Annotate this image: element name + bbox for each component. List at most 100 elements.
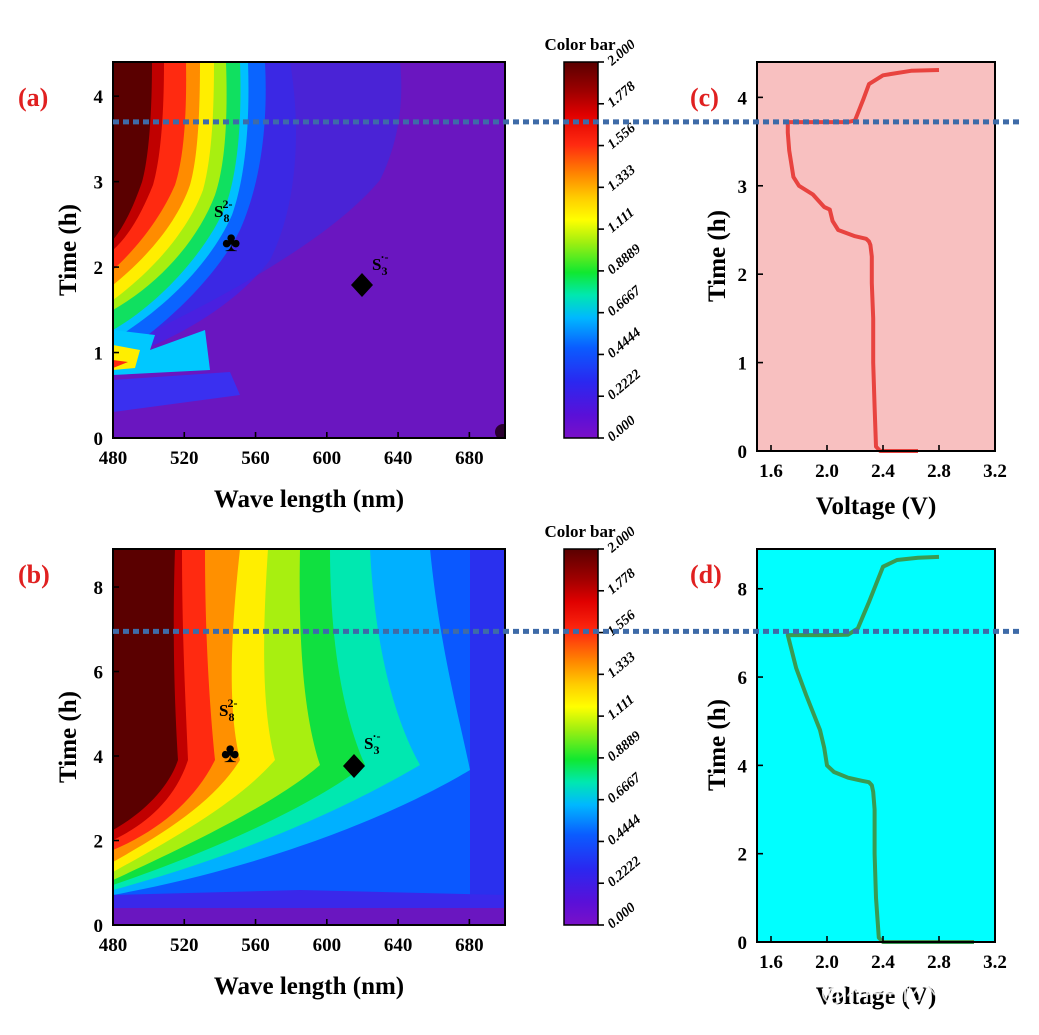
colorbar-tick-label-b-9: 0.000 <box>605 900 639 932</box>
watermark: 知乎 @科学材料站 <box>760 977 976 1007</box>
axis-ticks-c: 1.6 2.0 2.4 2.8 3.2 0 1 2 3 4 <box>738 88 1007 482</box>
y-tick-label-a-1: 1 <box>94 344 104 365</box>
y-tick-label-d-3: 6 <box>738 668 748 689</box>
y-tick-label-d-1: 2 <box>738 845 748 866</box>
x-tick-label-b-2: 560 <box>241 935 270 956</box>
colorbar-tick-label-b-7: 0.4444 <box>605 812 644 848</box>
club-marker-b: ♣ <box>221 738 239 769</box>
x-tick-label-a-5: 680 <box>455 448 484 469</box>
colorbar-tick-label-b-4: 1.111 <box>605 692 638 723</box>
panel-label-b: (b) <box>18 560 50 589</box>
x-tick-label-a-0: 480 <box>99 448 128 469</box>
colorbar-a <box>563 61 599 439</box>
colorbar-tick-label-b-6: 0.6667 <box>605 770 645 807</box>
y-axis-label-c: Time (h) <box>704 210 731 302</box>
heatmap-a-field <box>113 62 505 438</box>
axis-ticks-d: 1.6 2.0 2.4 2.8 3.2 0 2 4 6 8 <box>738 580 1007 973</box>
colorbar-tick-label-b-8: 0.2222 <box>605 854 644 890</box>
x-tick-label-b-5: 680 <box>455 935 484 956</box>
x-axis-label-b: Wave length (nm) <box>214 973 404 1000</box>
x-tick-label-d-2: 2.4 <box>871 952 895 973</box>
y-tick-label-a-0: 0 <box>94 429 104 450</box>
colorbar-b <box>563 548 599 926</box>
colorbar-tick-label-b-2: 1.556 <box>605 608 639 640</box>
colorbar-tick-label-a-2: 1.556 <box>605 121 639 153</box>
x-tick-label-b-3: 600 <box>313 935 342 956</box>
x-tick-label-b-0: 480 <box>99 935 128 956</box>
club-marker-a: ♣ <box>222 227 240 258</box>
x-tick-label-c-0: 1.6 <box>759 461 783 482</box>
colorbar-tick-label-b-5: 0.8889 <box>605 729 644 765</box>
plot-frame-a <box>112 61 506 439</box>
x-axis-label-a: Wave length (nm) <box>214 486 404 513</box>
x-tick-label-c-2: 2.4 <box>871 461 895 482</box>
colorbar-tick-label-a-7: 0.4444 <box>605 325 644 361</box>
colorbar-tick-label-a-3: 1.333 <box>605 163 639 195</box>
x-tick-label-d-4: 3.2 <box>983 952 1007 973</box>
plot-background-c <box>757 62 995 451</box>
axis-ticks-a: 480 520 560 600 640 680 0 1 2 3 4 <box>94 87 484 469</box>
x-tick-label-d-3: 2.8 <box>927 952 951 973</box>
y-tick-label-c-3: 3 <box>738 177 748 198</box>
panel-label-a: (a) <box>18 83 48 112</box>
panel-c: 1.6 2.0 2.4 2.8 3.2 0 1 2 3 4 Voltage (V) Time (h… <box>690 61 1007 520</box>
x-tick-label-c-3: 2.8 <box>927 461 951 482</box>
colorbar-title-b: Color bar <box>545 522 616 541</box>
colorbar-tick-label-a-8: 0.2222 <box>605 367 644 403</box>
colorbar-ticks-b: 2.0001.7781.5561.3331.1110.88890.66670.4… <box>598 524 645 932</box>
y-tick-label-c-4: 4 <box>738 88 748 109</box>
colorbar-title-a: Color bar <box>545 35 616 54</box>
x-tick-label-a-1: 520 <box>170 448 199 469</box>
colorbar-tick-label-a-4: 1.111 <box>605 205 638 236</box>
axis-ticks-b: 480 520 560 600 640 680 0 2 4 6 8 <box>94 578 484 956</box>
diamond-marker-a <box>351 273 373 297</box>
y-tick-label-d-0: 0 <box>738 933 748 954</box>
y-tick-label-b-1: 2 <box>94 832 104 853</box>
x-tick-label-c-4: 3.2 <box>983 461 1007 482</box>
panel-label-d: (d) <box>690 560 722 589</box>
annotation-s8-b: S82- <box>219 696 237 724</box>
colorbar-tick-label-a-1: 1.778 <box>605 79 639 111</box>
y-tick-label-b-4: 8 <box>94 578 104 599</box>
y-axis-label-d: Time (h) <box>704 699 731 791</box>
y-tick-label-b-2: 4 <box>94 747 104 768</box>
colorbar-ticks-a: 2.0001.7781.5561.3331.1110.88890.66670.4… <box>598 37 645 445</box>
annotation-s3-b: S3·- <box>364 729 380 757</box>
colorbar-tick-label-a-9: 0.000 <box>605 413 639 445</box>
x-tick-label-a-4: 640 <box>384 448 413 469</box>
x-tick-label-c-1: 2.0 <box>815 461 839 482</box>
x-tick-label-a-3: 600 <box>313 448 342 469</box>
y-tick-label-c-2: 2 <box>738 265 748 286</box>
annotation-s8-a: S82- <box>214 197 232 225</box>
y-tick-label-c-0: 0 <box>738 442 748 463</box>
colorbar-tick-label-b-3: 1.333 <box>605 650 639 682</box>
y-tick-label-c-1: 1 <box>738 354 748 375</box>
x-axis-label-d: Voltage (V) <box>816 983 937 1010</box>
x-tick-label-d-0: 1.6 <box>759 952 783 973</box>
y-tick-label-b-0: 0 <box>94 916 104 937</box>
y-tick-label-d-4: 8 <box>738 580 748 601</box>
heatmap-b-field <box>113 549 505 925</box>
annotation-s3-a: S3·- <box>372 250 388 278</box>
plot-frame-c <box>756 61 996 452</box>
colorbar-tick-label-b-1: 1.778 <box>605 566 639 598</box>
y-tick-label-d-2: 4 <box>738 756 748 777</box>
voltage-curve-c <box>785 68 940 453</box>
plot-frame-b <box>112 548 506 926</box>
y-tick-label-a-3: 3 <box>94 173 104 194</box>
panel-b: 480 520 560 600 640 680 0 2 4 6 8 Wave length (nm)… <box>18 522 645 1000</box>
x-tick-label-b-1: 520 <box>170 935 199 956</box>
diamond-marker-b <box>343 754 365 778</box>
y-tick-label-a-2: 2 <box>94 258 104 279</box>
plot-frame-d <box>756 548 996 943</box>
y-axis-label-a: Time (h) <box>55 204 82 296</box>
panel-label-c: (c) <box>690 83 719 112</box>
x-tick-label-d-1: 2.0 <box>815 952 839 973</box>
y-tick-label-b-3: 6 <box>94 663 104 684</box>
panel-d: 1.6 2.0 2.4 2.8 3.2 0 2 4 6 8 Voltage (V) Time (h… <box>690 548 1007 1010</box>
voltage-curve-d <box>785 554 974 944</box>
y-axis-label-b: Time (h) <box>55 691 82 783</box>
colorbar-tick-label-a-5: 0.8889 <box>605 242 644 278</box>
colorbar-tick-label-a-6: 0.6667 <box>605 283 645 320</box>
